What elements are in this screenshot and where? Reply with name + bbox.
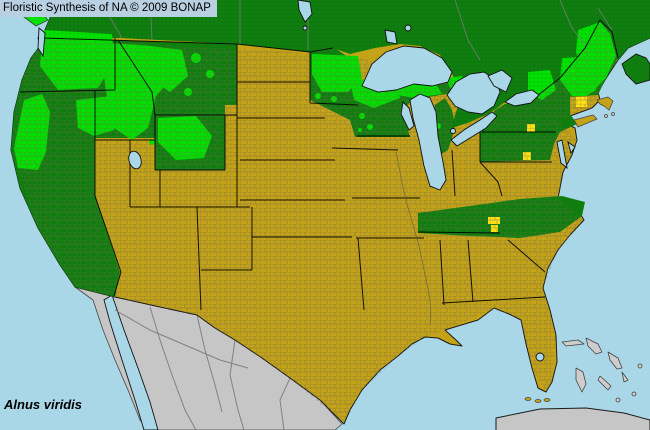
lake-superior <box>361 45 453 93</box>
other-lakes <box>37 0 576 362</box>
lake-of-the-woods <box>384 29 398 45</box>
great-lakes <box>361 45 540 191</box>
mississippi-river <box>395 151 432 326</box>
lake-st-clair <box>450 128 456 134</box>
map-title: Floristic Synthesis of NA © 2009 BONAP <box>0 0 217 17</box>
province-boundaries <box>99 0 613 61</box>
mexico-state-lines <box>114 306 291 430</box>
florida-keys <box>524 397 551 403</box>
green-bay <box>400 101 415 131</box>
puget-sound <box>37 27 46 58</box>
lake-nipigon <box>404 24 412 32</box>
chesapeake-bay <box>556 139 568 170</box>
lake-michigan <box>409 93 447 191</box>
cuba <box>495 407 650 430</box>
species-name-label: Alnus viridis <box>4 397 83 412</box>
mexico-region <box>74 286 343 430</box>
lake-erie <box>450 111 498 147</box>
long-island <box>573 114 598 128</box>
cape-cod <box>596 96 614 111</box>
state-boundaries <box>19 19 619 311</box>
georgian-bay <box>487 69 513 93</box>
lake-ontario <box>504 89 540 107</box>
lake-okeechobee <box>535 352 545 362</box>
lake-winnipeg <box>297 0 313 23</box>
lake-huron <box>446 71 501 115</box>
great-salt-lake <box>128 150 142 170</box>
coastal-features <box>495 53 650 430</box>
delaware-bay <box>567 140 576 155</box>
bahamas <box>561 337 643 403</box>
gulf-of-california <box>103 294 159 430</box>
nova-scotia <box>621 53 650 85</box>
